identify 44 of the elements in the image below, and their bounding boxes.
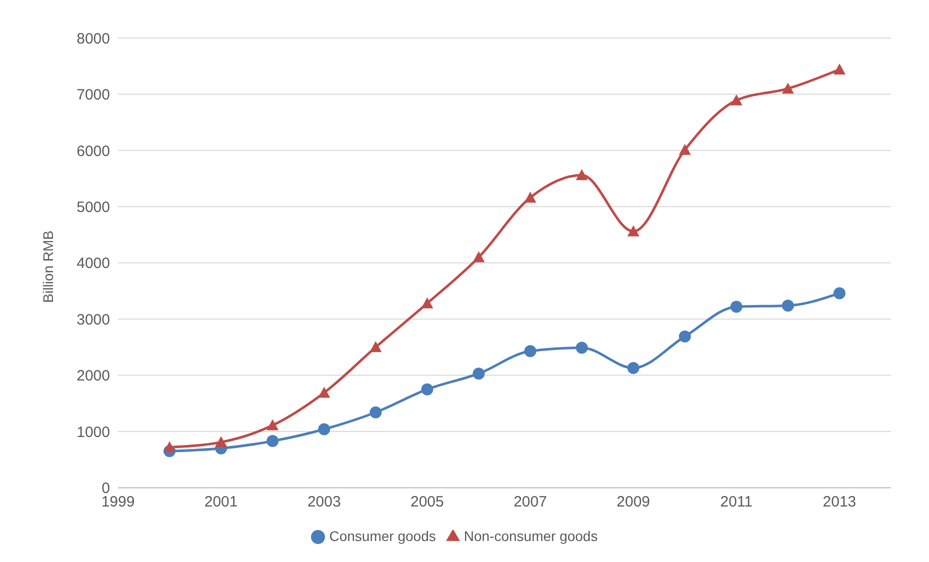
x-tick-label: 2001 bbox=[204, 493, 238, 510]
y-axis-title: Billion RMB bbox=[40, 230, 56, 303]
point bbox=[421, 383, 434, 396]
point bbox=[730, 300, 742, 313]
point bbox=[576, 169, 588, 180]
point bbox=[678, 144, 691, 155]
point bbox=[472, 251, 485, 262]
x-tick-label: 2009 bbox=[616, 493, 650, 510]
point bbox=[782, 82, 794, 94]
y-tick-label: 5000 bbox=[76, 198, 110, 216]
point bbox=[576, 342, 588, 354]
point bbox=[266, 435, 279, 448]
y-tick-label: 8000 bbox=[76, 30, 110, 48]
y-tick-label: 6000 bbox=[76, 142, 110, 160]
point bbox=[215, 436, 228, 448]
point bbox=[833, 287, 846, 300]
x-tick-label: 2003 bbox=[307, 493, 341, 510]
y-tick-label: 2000 bbox=[76, 368, 110, 385]
point bbox=[421, 297, 434, 308]
point bbox=[318, 386, 330, 398]
point bbox=[370, 406, 382, 418]
y-tick-label: 3000 bbox=[76, 311, 110, 328]
legend-label: Consumer goods bbox=[329, 528, 436, 544]
point bbox=[524, 345, 536, 358]
x-tick-label: 2013 bbox=[822, 493, 856, 510]
x-tick-label: 2005 bbox=[410, 493, 444, 510]
point bbox=[678, 330, 691, 342]
point bbox=[370, 341, 382, 352]
point bbox=[627, 225, 640, 236]
point bbox=[833, 63, 846, 74]
point bbox=[782, 300, 794, 312]
y-tick-label: 7000 bbox=[76, 86, 110, 104]
y-tick-label: 4000 bbox=[76, 255, 110, 272]
point bbox=[472, 368, 485, 380]
y-tick-label: 1000 bbox=[76, 424, 110, 441]
x-tick-label: 2007 bbox=[514, 493, 547, 510]
legend-label: Non-consumer goods bbox=[464, 528, 598, 544]
x-tick-label: 2011 bbox=[720, 493, 753, 510]
point bbox=[266, 419, 279, 430]
point bbox=[627, 362, 640, 374]
point bbox=[164, 441, 176, 452]
point bbox=[730, 94, 742, 106]
point bbox=[524, 192, 536, 203]
point bbox=[318, 423, 330, 436]
